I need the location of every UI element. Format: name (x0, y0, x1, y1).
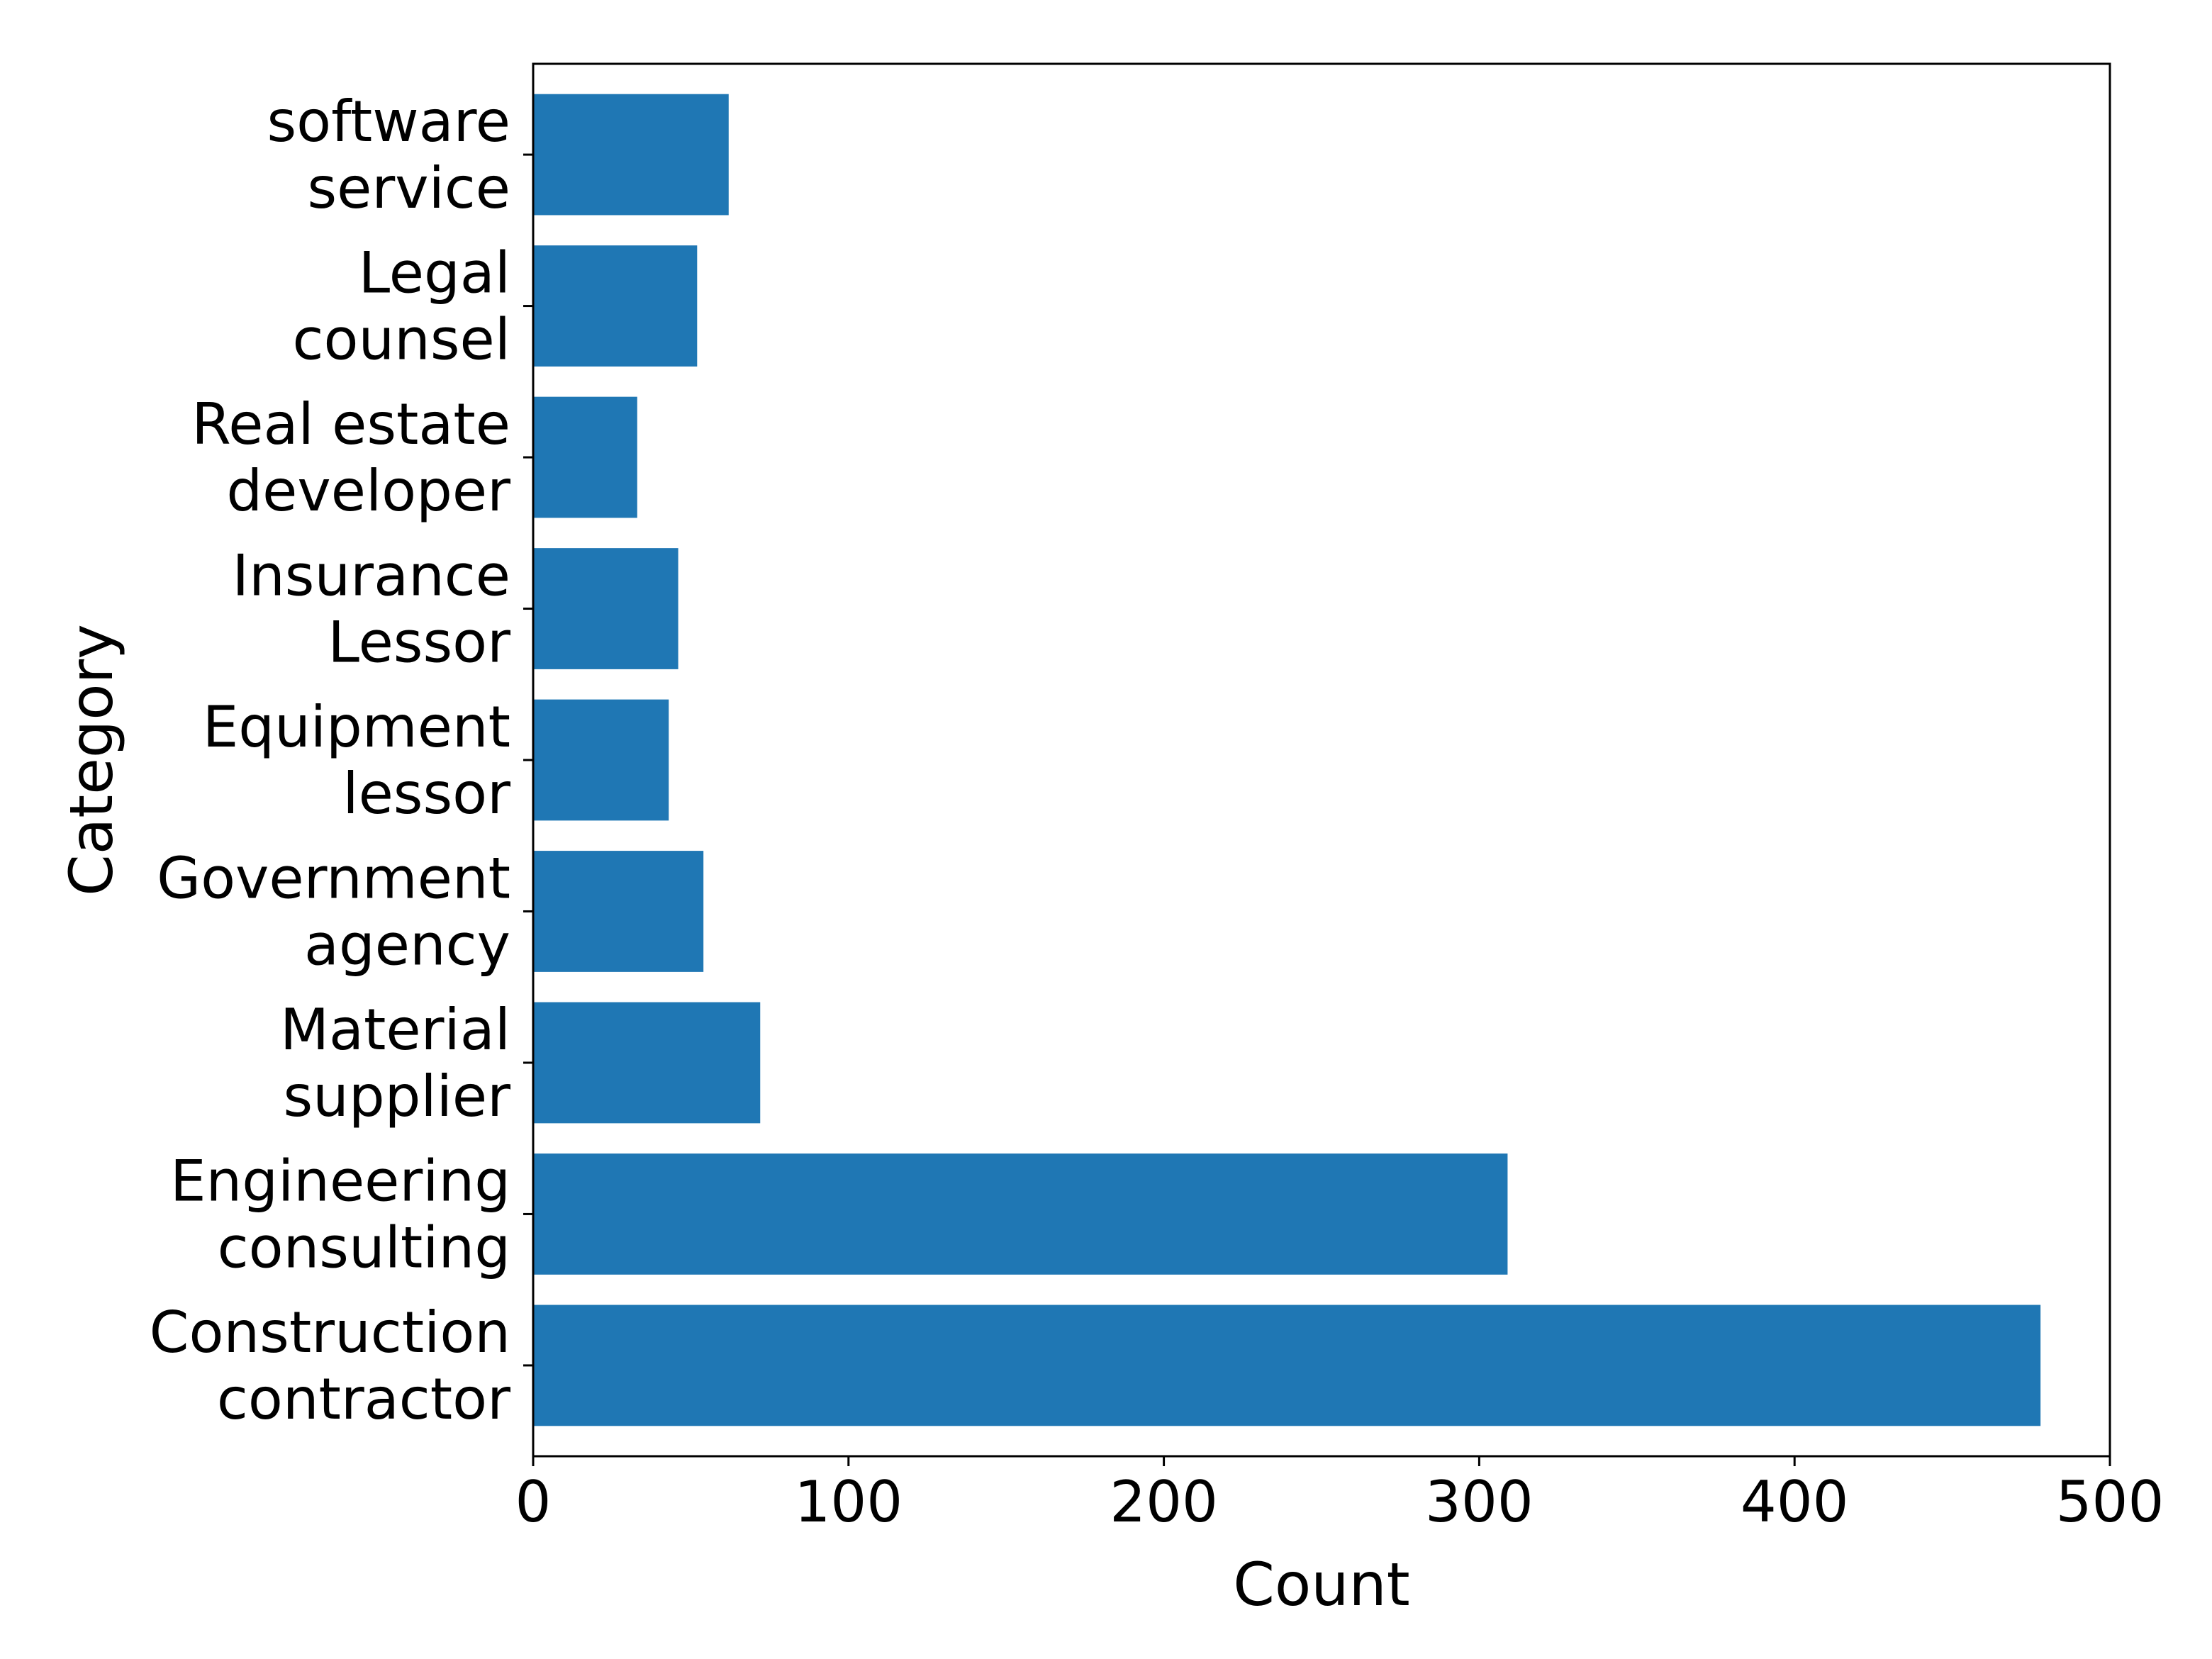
bar-material-supplier (533, 1002, 761, 1124)
bars (533, 94, 2041, 1426)
y-tick-label: Real estate developer (191, 391, 510, 524)
x-tick-label: 500 (2056, 1469, 2164, 1535)
x-tick-label: 300 (1425, 1469, 1534, 1535)
x-tick-label: 400 (1741, 1469, 1849, 1535)
y-tick-label: Insurance Lessor (233, 543, 511, 676)
x-tick-label: 0 (515, 1469, 552, 1535)
y-tick-label: Legal counsel (293, 240, 510, 373)
y-tick-label: Government agency (157, 845, 510, 978)
x-axis: 0 100 200 300 400 500 (515, 1456, 2164, 1535)
y-axis-title: Category (57, 624, 126, 896)
bar-legal-counsel (533, 245, 698, 367)
y-tick-label: software service (267, 89, 510, 221)
y-tick-label: Engineering consulting (170, 1148, 510, 1280)
y-tick-label: Equipment lessor (203, 694, 510, 827)
bar-real-estate-developer (533, 396, 637, 518)
x-tick-label: 200 (1110, 1469, 1218, 1535)
bar-engineering-consulting (533, 1154, 1508, 1275)
bar-insurance-lessor (533, 548, 678, 669)
bar-government-agency (533, 851, 704, 972)
x-axis-title: Count (1233, 1550, 1409, 1619)
x-tick-label: 100 (794, 1469, 903, 1535)
y-tick-label: Construction contractor (150, 1300, 510, 1432)
bar-equipment-lessor (533, 699, 669, 821)
y-tick-label: Material supplier (280, 997, 510, 1129)
bar-construction-contractor (533, 1305, 2041, 1426)
y-axis: Construction contractor Engineering consult… (150, 89, 533, 1432)
bar-software-service (533, 94, 729, 216)
